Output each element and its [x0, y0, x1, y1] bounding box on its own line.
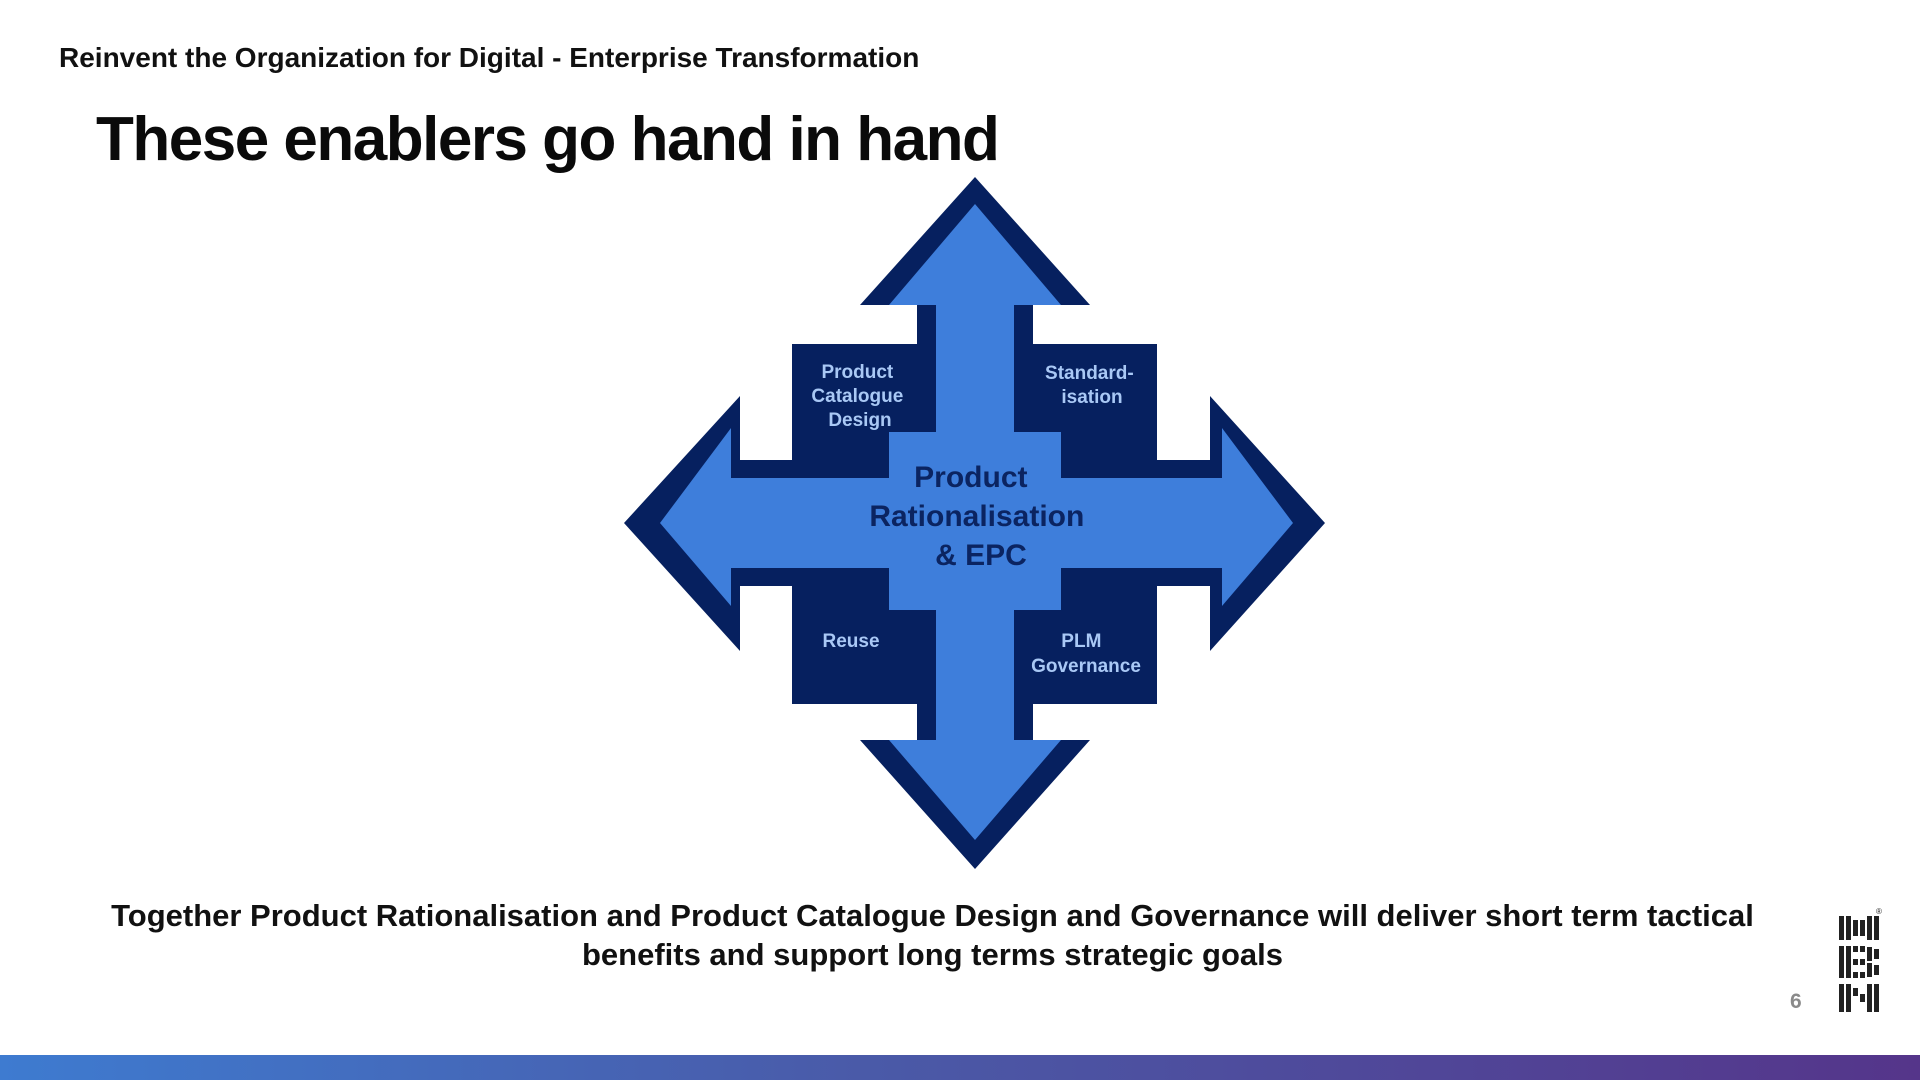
label-reuse: Reuse [822, 631, 879, 652]
ibm-logo-icon: ® [1839, 907, 1882, 1012]
center-hub [889, 432, 1061, 610]
quadrant-label-line: PLM [1061, 631, 1101, 652]
slide-kicker: Reinvent the Organization for Digital - … [59, 42, 920, 73]
footer-statement-line: Together Product Rationalisation and Pro… [111, 898, 1754, 933]
quadrant-label-line: Design [828, 410, 891, 431]
center-label: Product Rationalisation & EPC [869, 461, 1092, 572]
arrow-up [889, 204, 1061, 532]
quadrant-label-line: Product [821, 362, 893, 383]
quadrant-label-line: Reuse [822, 631, 879, 652]
quadrant-label-line: isation [1061, 387, 1122, 408]
center-label-line: Rationalisation [869, 500, 1084, 533]
center-label-line: & EPC [935, 539, 1027, 572]
quadrant-label-line: Governance [1031, 656, 1141, 677]
label-plm-governance: PLM Governance [1031, 631, 1141, 677]
bottom-gradient-bar [0, 1055, 1920, 1080]
slide-title: These enablers go hand in hand [96, 105, 1000, 174]
quadrant-label-line: Standard- [1045, 363, 1134, 384]
label-standardisation: Standard- isation [1045, 363, 1139, 408]
label-product-catalogue-design: Product Catalogue Design [811, 362, 908, 431]
arrow-down [889, 515, 1061, 840]
quadrant-label-line: Catalogue [811, 386, 903, 407]
page-number: 6 [1790, 990, 1802, 1013]
footer-statement-line: benefits and support long terms strategi… [581, 937, 1284, 972]
center-label-line: Product [914, 461, 1027, 494]
registered-mark: ® [1876, 907, 1882, 916]
footer-statement: Together Product Rationalisation and Pro… [60, 896, 1805, 974]
